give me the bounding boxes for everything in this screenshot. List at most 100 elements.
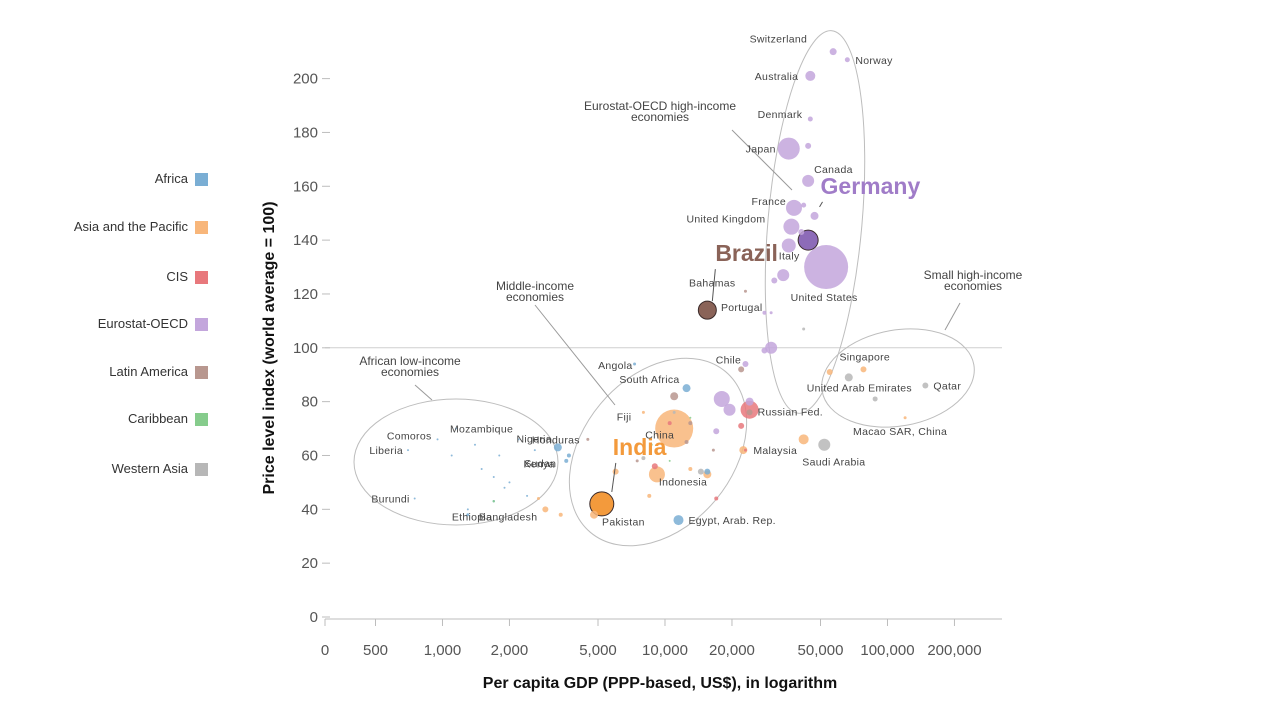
data-point — [802, 327, 806, 331]
point-label-ethiopia: Ethiopia — [452, 511, 492, 523]
data-point — [533, 449, 536, 452]
y-tick-label: 80 — [301, 394, 318, 411]
axes: 0 20 40 60 80 100 120 140 160 180 200 0 500 1,000 2,00… — [293, 71, 1002, 659]
group-leader-line-2 — [414, 384, 433, 401]
data-point — [713, 428, 720, 435]
data-point — [738, 422, 745, 429]
legend-swatch-5 — [195, 413, 208, 426]
point-label-united-states: United States — [791, 292, 858, 304]
data-point-egypt-arab-rep- — [673, 515, 684, 526]
group-ellipse-0 — [764, 30, 866, 414]
x-tick-label: 0 — [321, 642, 329, 659]
legend: Africa Asia and the Pacific CIS Eurostat-OE… — [74, 171, 208, 476]
point-label-canada: Canada — [814, 164, 853, 176]
data-point — [798, 434, 809, 445]
point-label-kenya: Kenya — [523, 459, 554, 471]
legend-swatch-0 — [195, 173, 208, 186]
group-label-3-0: Small high-income — [924, 268, 1023, 282]
data-point-china — [655, 409, 694, 448]
data-point — [801, 202, 807, 208]
point-label-comoros: Comoros — [387, 430, 432, 442]
y-tick-label: 180 — [293, 124, 318, 141]
data-point — [771, 277, 778, 284]
data-point-united-arab-emirates — [844, 373, 853, 382]
data-point — [558, 512, 563, 517]
point-label-norway: Norway — [855, 55, 893, 67]
data-point-fiji — [641, 410, 645, 414]
x-tick-label: 10,000 — [642, 642, 688, 659]
point-label-china: China — [645, 430, 674, 442]
data-point — [704, 468, 711, 475]
legend-swatch-4 — [195, 366, 208, 379]
data-point — [688, 466, 693, 471]
data-point — [723, 403, 736, 416]
data-point — [650, 443, 653, 446]
data-point-united-states — [804, 245, 849, 290]
data-point — [697, 468, 704, 475]
data-point — [742, 360, 749, 367]
point-label-pakistan: Pakistan — [602, 517, 645, 529]
legend-label-2: CIS — [166, 269, 188, 284]
group-leader-line-3 — [944, 302, 961, 331]
point-label-nigeria: Nigeria — [516, 433, 551, 445]
point-label-united-arab-emirates: United Arab Emirates — [807, 382, 912, 394]
point-label-mozambique: Mozambique — [450, 424, 513, 436]
data-point — [480, 467, 483, 470]
y-tick-label: 0 — [310, 609, 318, 626]
data-point — [647, 493, 652, 498]
y-tick-label: 140 — [293, 232, 318, 249]
legend-label-4: Latin America — [109, 364, 189, 379]
data-point-germany — [810, 211, 819, 220]
point-label-switzerland: Switzerland — [750, 34, 808, 46]
data-point — [668, 459, 671, 462]
data-point — [745, 397, 754, 406]
data-point — [797, 229, 819, 251]
legend-swatch-6 — [195, 463, 208, 476]
point-label-saudi-arabia: Saudi Arabia — [802, 457, 865, 469]
data-point-ethiopia — [466, 508, 469, 511]
data-point-mozambique — [454, 427, 457, 430]
data-point-sudan — [564, 458, 569, 463]
y-tick-label: 60 — [301, 447, 318, 464]
point-label-italy: Italy — [779, 251, 800, 263]
data-point-italy — [781, 238, 796, 253]
data-point-pakistan — [590, 510, 599, 519]
point-label-malaysia: Malaysia — [753, 445, 797, 457]
point-label-portugal: Portugal — [721, 302, 763, 314]
point-label-liberia: Liberia — [369, 445, 403, 457]
data-point — [526, 494, 529, 497]
data-point-kenya — [537, 462, 540, 465]
data-point — [688, 421, 693, 426]
point-label-chile: Chile — [716, 354, 741, 366]
x-tick-label: 200,000 — [927, 642, 981, 659]
y-tick-label: 200 — [293, 71, 318, 88]
big-label-leader-brazil — [711, 269, 716, 302]
y-tick-label: 160 — [293, 178, 318, 195]
data-point — [777, 269, 790, 282]
data-point — [492, 500, 495, 503]
big-label-germany: Germany — [821, 173, 921, 199]
data-point — [713, 390, 730, 407]
legend-label-6: Western Asia — [112, 461, 189, 476]
data-point — [612, 468, 619, 475]
group-label-2-0: African low-income — [359, 354, 461, 368]
point-label-macao-sar-china: Macao SAR, China — [853, 426, 947, 438]
data-point — [635, 459, 639, 463]
x-tick-label: 500 — [363, 642, 388, 659]
x-axis-title: Per capita GDP (PPP-based, US$), in loga… — [483, 675, 837, 692]
data-point-comoros — [436, 438, 439, 441]
data-point-portugal — [762, 310, 767, 315]
point-label-singapore: Singapore — [839, 351, 890, 363]
group-label-0-0: Eurostat-OECD high-income — [584, 99, 736, 113]
data-point-liberia — [407, 449, 410, 452]
point-label-australia: Australia — [755, 71, 799, 83]
group-ellipse-2 — [353, 398, 559, 526]
data-point-switzerland — [829, 48, 837, 56]
data-points — [407, 48, 929, 526]
x-tick-label: 2,000 — [491, 642, 529, 659]
x-tick-label: 20,000 — [709, 642, 755, 659]
data-point-india — [589, 491, 615, 517]
data-point-bangladesh — [542, 506, 549, 513]
data-point-brazil — [697, 300, 717, 320]
data-point — [805, 142, 812, 149]
